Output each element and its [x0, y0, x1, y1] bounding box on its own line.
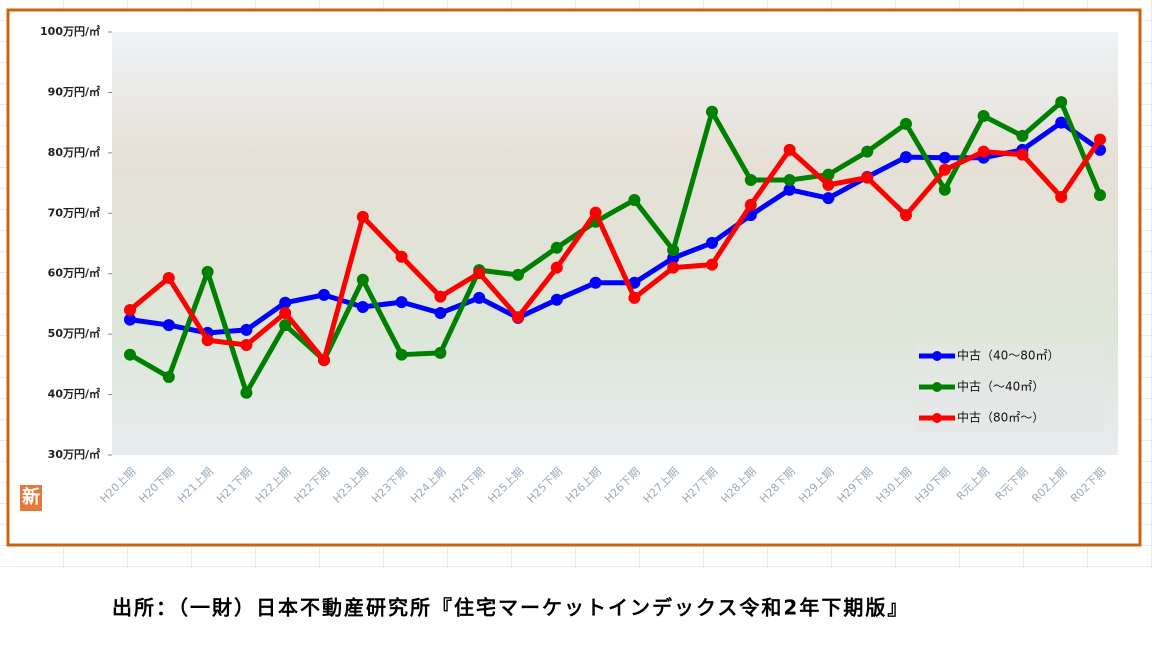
point — [512, 268, 524, 281]
point — [356, 210, 369, 223]
point — [783, 143, 796, 156]
y-tick-label: 80万円/㎡ — [48, 145, 100, 159]
point — [1055, 190, 1068, 203]
point — [434, 306, 447, 319]
legend-marker — [932, 382, 942, 392]
point — [977, 145, 990, 158]
point — [861, 171, 874, 184]
point — [201, 334, 214, 347]
point — [512, 311, 524, 324]
y-tick-label: 70万円/㎡ — [48, 205, 100, 219]
point — [744, 198, 757, 211]
legend-label: 中古（80㎡～） — [957, 410, 1044, 425]
y-tick-label: 100万円/㎡ — [40, 24, 100, 38]
point — [900, 151, 912, 164]
point — [473, 267, 486, 280]
point — [589, 276, 602, 289]
badge: 新 — [22, 486, 40, 508]
point — [356, 273, 369, 286]
point — [550, 293, 563, 306]
point — [1016, 129, 1029, 142]
point — [318, 354, 330, 367]
point — [356, 300, 369, 313]
point — [162, 371, 175, 384]
point — [589, 206, 602, 219]
point — [977, 109, 990, 122]
point — [1094, 133, 1106, 146]
point — [124, 348, 136, 361]
legend-label: 中古（～40㎡） — [957, 379, 1044, 394]
point — [279, 306, 292, 319]
point — [318, 288, 330, 301]
point — [434, 346, 447, 359]
point — [550, 241, 563, 254]
badge-box — [20, 485, 42, 511]
point — [1016, 148, 1029, 161]
point — [861, 145, 874, 158]
legend-marker — [932, 413, 942, 423]
point — [279, 296, 292, 309]
point — [1055, 116, 1068, 129]
series-line — [129, 120, 1102, 336]
point — [628, 291, 641, 304]
point — [1094, 189, 1106, 202]
point — [240, 323, 253, 336]
point — [822, 168, 835, 181]
legend-label: 中古（40～80㎡） — [957, 348, 1060, 363]
point — [938, 163, 951, 176]
point — [395, 250, 408, 263]
point — [279, 319, 292, 332]
y-tick-label: 30万円/㎡ — [48, 447, 100, 461]
point — [473, 291, 486, 304]
point — [434, 290, 447, 303]
point — [744, 174, 757, 187]
point — [395, 348, 408, 361]
point — [900, 117, 912, 130]
point — [783, 174, 796, 187]
point — [124, 313, 136, 326]
source-area — [0, 568, 1152, 648]
point — [667, 244, 680, 257]
point — [124, 303, 136, 316]
point — [938, 151, 951, 164]
point — [822, 192, 835, 205]
point — [162, 319, 175, 332]
legend-marker — [932, 351, 942, 361]
series-line — [128, 138, 1103, 363]
point — [240, 339, 253, 352]
point — [550, 261, 563, 274]
point — [667, 261, 680, 274]
point — [783, 183, 796, 196]
point — [162, 271, 175, 284]
point — [1055, 96, 1068, 109]
point — [706, 236, 718, 249]
y-tick-label: 40万円/㎡ — [48, 387, 100, 401]
source-note: 出所：（一財）日本不動産研究所『住宅マーケットインデックス令和2年下期版』 — [112, 596, 909, 620]
point — [706, 258, 718, 271]
point — [628, 193, 641, 206]
y-tick-label: 90万円/㎡ — [48, 84, 100, 98]
point — [201, 265, 214, 278]
point — [395, 296, 408, 309]
point — [938, 183, 951, 196]
y-tick-label: 50万円/㎡ — [48, 326, 100, 340]
y-tick-label: 60万円/㎡ — [48, 266, 100, 280]
point — [900, 209, 912, 222]
point — [706, 105, 718, 118]
point — [240, 386, 253, 399]
point — [822, 178, 835, 191]
